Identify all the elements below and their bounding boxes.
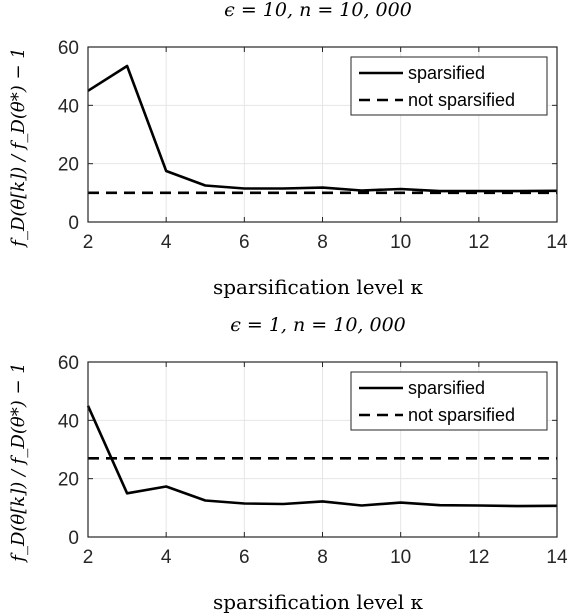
y-tick-label: 20	[58, 470, 79, 491]
x-tick-label: 10	[390, 232, 411, 253]
legend: sparsified not sparsified	[350, 371, 548, 431]
chart-title: ϵ = 10, n = 10, 000	[224, 0, 412, 21]
x-tick-label: 8	[317, 232, 328, 253]
legend-box	[350, 371, 548, 431]
y-tick-label: 40	[58, 96, 79, 117]
axes-frame	[87, 46, 558, 223]
x-tick-label: 8	[317, 547, 328, 568]
chart-title: ϵ = 1, n = 10, 000	[230, 314, 406, 336]
x-axis-label: sparsification level κ	[213, 275, 424, 299]
x-tick-label: 2	[83, 232, 94, 253]
y-axis-label: f_D(θ[k]) / f_D(θ*) − 1	[8, 47, 29, 248]
y-tick-label: 60	[58, 38, 79, 59]
legend-label: sparsified	[408, 378, 485, 398]
x-tick-label: 4	[161, 547, 172, 568]
series-line	[87, 64, 558, 193]
legend-label: sparsified	[408, 63, 485, 83]
y-tick-label: 60	[58, 353, 79, 374]
series-line	[86, 405, 558, 508]
x-tick-label: 2	[83, 547, 94, 568]
legend-label: not sparsified	[408, 90, 515, 110]
y-tick-label: 0	[68, 528, 79, 549]
x-axis-label: sparsification level κ	[213, 590, 424, 614]
chart-panel-bottom: ϵ = 1, n = 10, 000 2 4 6 8 10 12 14 0 20 40 60 spar…	[8, 314, 568, 614]
y-axis-label: f_D(θ[k]) / f_D(θ*) − 1	[8, 362, 29, 563]
y-tick-label: 20	[58, 155, 79, 176]
x-tick-label: 14	[546, 547, 568, 568]
plot-area: 2 4 6 8 10 12 14 0 20 40 60 sparsified not sparsifie…	[58, 38, 568, 253]
x-tick-label: 12	[468, 547, 489, 568]
x-tick-label: 14	[546, 232, 568, 253]
x-tick-label: 4	[161, 232, 172, 253]
x-tick-label: 10	[390, 547, 411, 568]
y-tick-label: 40	[58, 411, 79, 432]
x-tick-label: 12	[468, 232, 489, 253]
x-tick-label: 6	[239, 232, 250, 253]
chart-panel-top: ϵ = 10, n = 10, 000 2 4 6 8 10 12 14 0 20 40 60 spa…	[8, 0, 568, 299]
x-tick-label: 6	[239, 547, 250, 568]
legend: sparsified not sparsified	[350, 56, 548, 116]
legend-label: not sparsified	[408, 405, 515, 425]
axes-frame	[87, 361, 558, 538]
y-tick-label: 0	[68, 213, 79, 234]
plot-area: 2 4 6 8 10 12 14 0 20 40 60 sparsified not sparsifie…	[58, 353, 568, 568]
legend-box	[350, 56, 548, 116]
